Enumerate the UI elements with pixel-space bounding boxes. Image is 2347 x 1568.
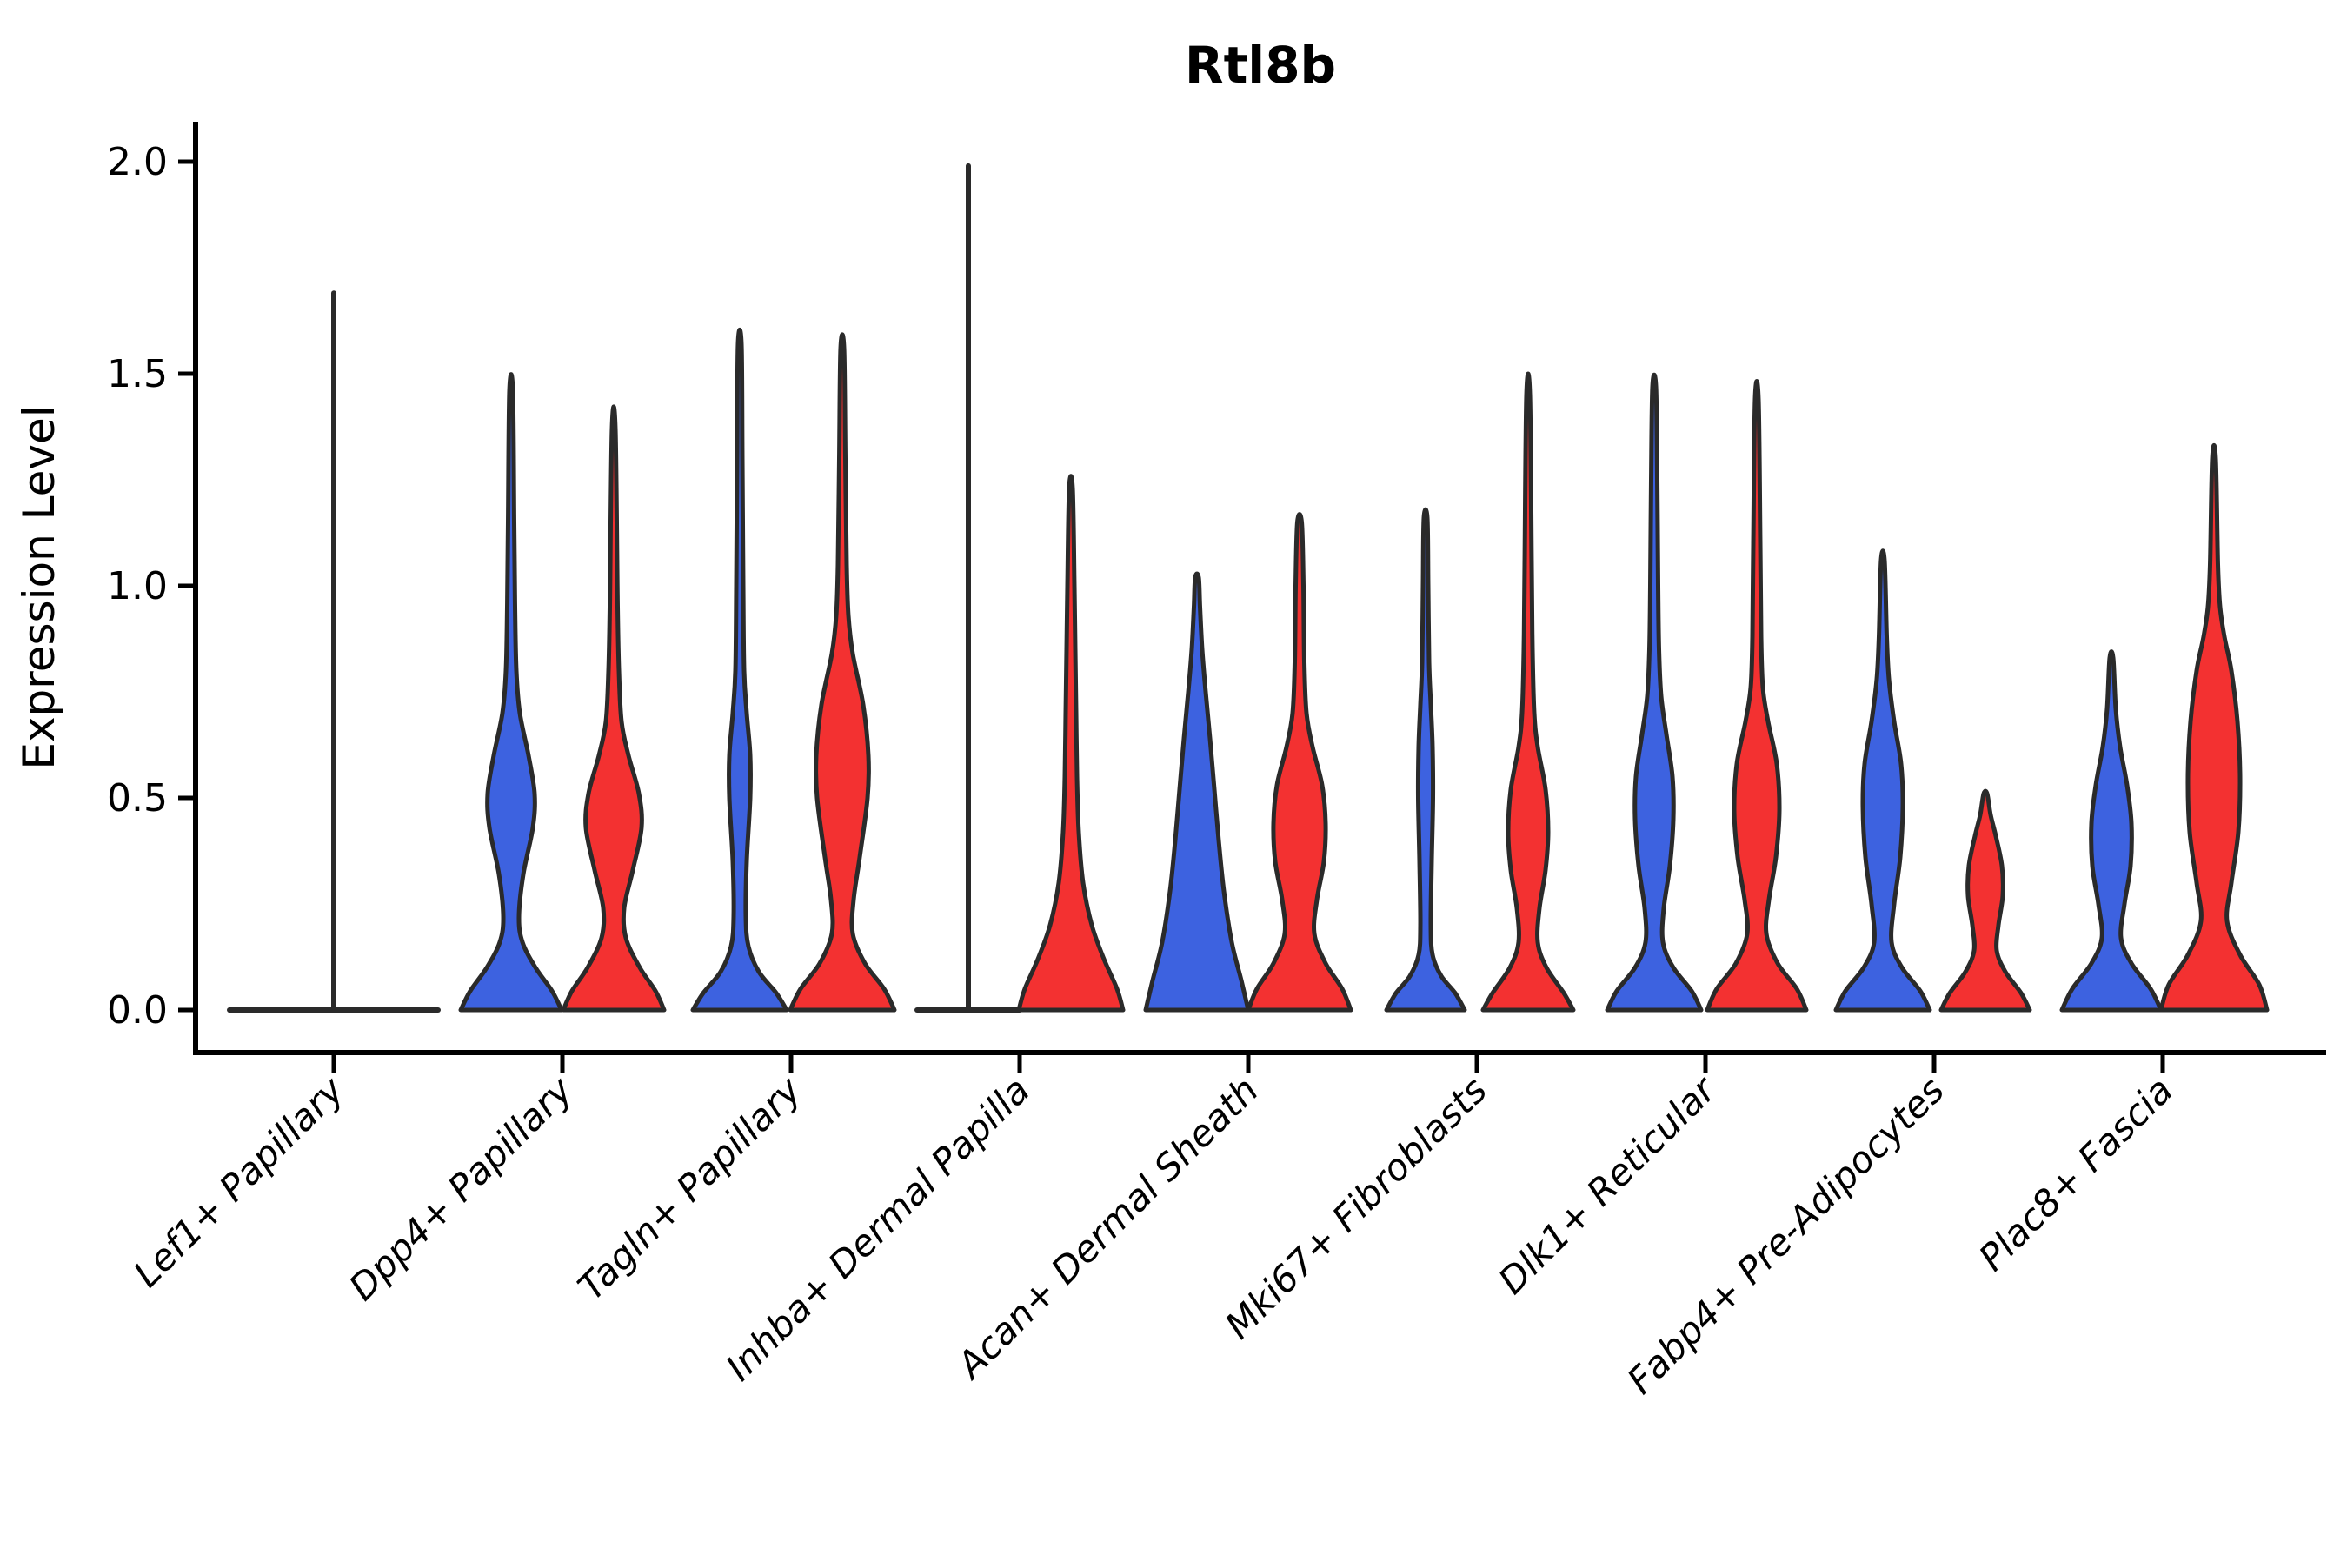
y-tick-label: 0.0 bbox=[107, 988, 168, 1033]
violin-blue bbox=[690, 327, 789, 1013]
violin-blue bbox=[1143, 571, 1251, 1013]
violin-blue bbox=[458, 372, 564, 1013]
violin-blue bbox=[1833, 548, 1932, 1013]
axes: 0.0 0.5 1.0 1.5 2.0 bbox=[107, 122, 2326, 1073]
violin-red bbox=[561, 404, 667, 1013]
x-tick-label: Dpp4+ Papillary bbox=[341, 1068, 582, 1309]
violin-blue bbox=[1384, 507, 1467, 1013]
y-tick-label: 0.5 bbox=[107, 776, 168, 821]
violin-red bbox=[1246, 512, 1353, 1013]
violin-blue bbox=[1605, 372, 1704, 1013]
y-tick-label: 1.0 bbox=[107, 564, 168, 608]
y-axis-label: Expression Level bbox=[14, 405, 64, 769]
violin-blue bbox=[2059, 649, 2164, 1013]
violin-red bbox=[2158, 442, 2270, 1013]
violin-red bbox=[788, 332, 897, 1013]
x-tick-label: Mki67+ Fibroblasts bbox=[1217, 1068, 1495, 1346]
x-tick-label: Lef1+ Papillary bbox=[125, 1068, 353, 1296]
x-tick-label: Plac8+ Fascia bbox=[1971, 1068, 2181, 1279]
chart-title: Rtl8b bbox=[1185, 36, 1336, 95]
violin-red bbox=[1480, 371, 1576, 1013]
violin-red bbox=[1705, 379, 1809, 1013]
violin-bodies bbox=[227, 163, 2270, 1013]
y-tick-label: 1.5 bbox=[107, 352, 168, 396]
x-tick-label: Dlk1+ Reticular bbox=[1490, 1066, 1725, 1302]
violin-red bbox=[1016, 474, 1126, 1013]
x-tick-label: Tagln+ Papillary bbox=[569, 1068, 810, 1309]
y-tick-label: 2.0 bbox=[107, 140, 168, 184]
violin-red bbox=[1938, 788, 2032, 1013]
